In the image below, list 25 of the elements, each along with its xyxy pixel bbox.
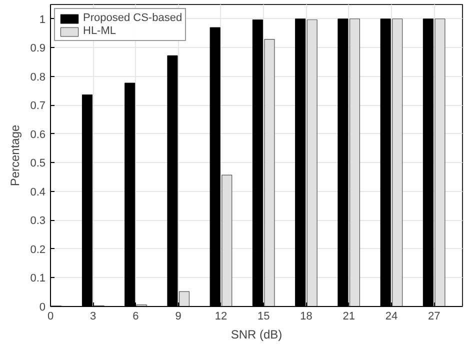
y-tick-label: 0.8 (30, 71, 46, 84)
y-tick-label: 0.6 (30, 128, 46, 141)
x-tick-label: 27 (428, 310, 440, 322)
y-tick-label: 0.2 (30, 244, 46, 256)
y-tick-label: 0.3 (30, 215, 46, 228)
y-tick-label: 0.5 (30, 158, 46, 170)
x-tick-label: 9 (175, 310, 182, 322)
x-tick-label: 6 (132, 310, 139, 322)
y-tick-label: 0.4 (30, 186, 46, 198)
x-tick-label: 3 (90, 310, 96, 322)
x-tick-label: 24 (385, 310, 398, 322)
y-tick-label: 0.1 (30, 272, 46, 285)
x-tick-label: 18 (300, 310, 312, 322)
x-tick-label: 21 (342, 310, 355, 322)
x-tick-label: 12 (214, 310, 228, 322)
legend-label: HL-ML (83, 25, 116, 37)
x-tick-label: 0 (47, 310, 54, 322)
y-axis-title: Percentage (8, 124, 22, 186)
y-tick-label: 0 (39, 302, 46, 314)
y-tick-label: 1 (39, 14, 46, 26)
y-tick-label: 0.7 (30, 100, 46, 112)
x-axis-title: SNR (dB) (230, 328, 282, 342)
legend-label: Proposed CS-based (83, 12, 182, 24)
x-tick-label: 15 (257, 310, 270, 322)
y-tick-label: 0.9 (30, 42, 46, 55)
